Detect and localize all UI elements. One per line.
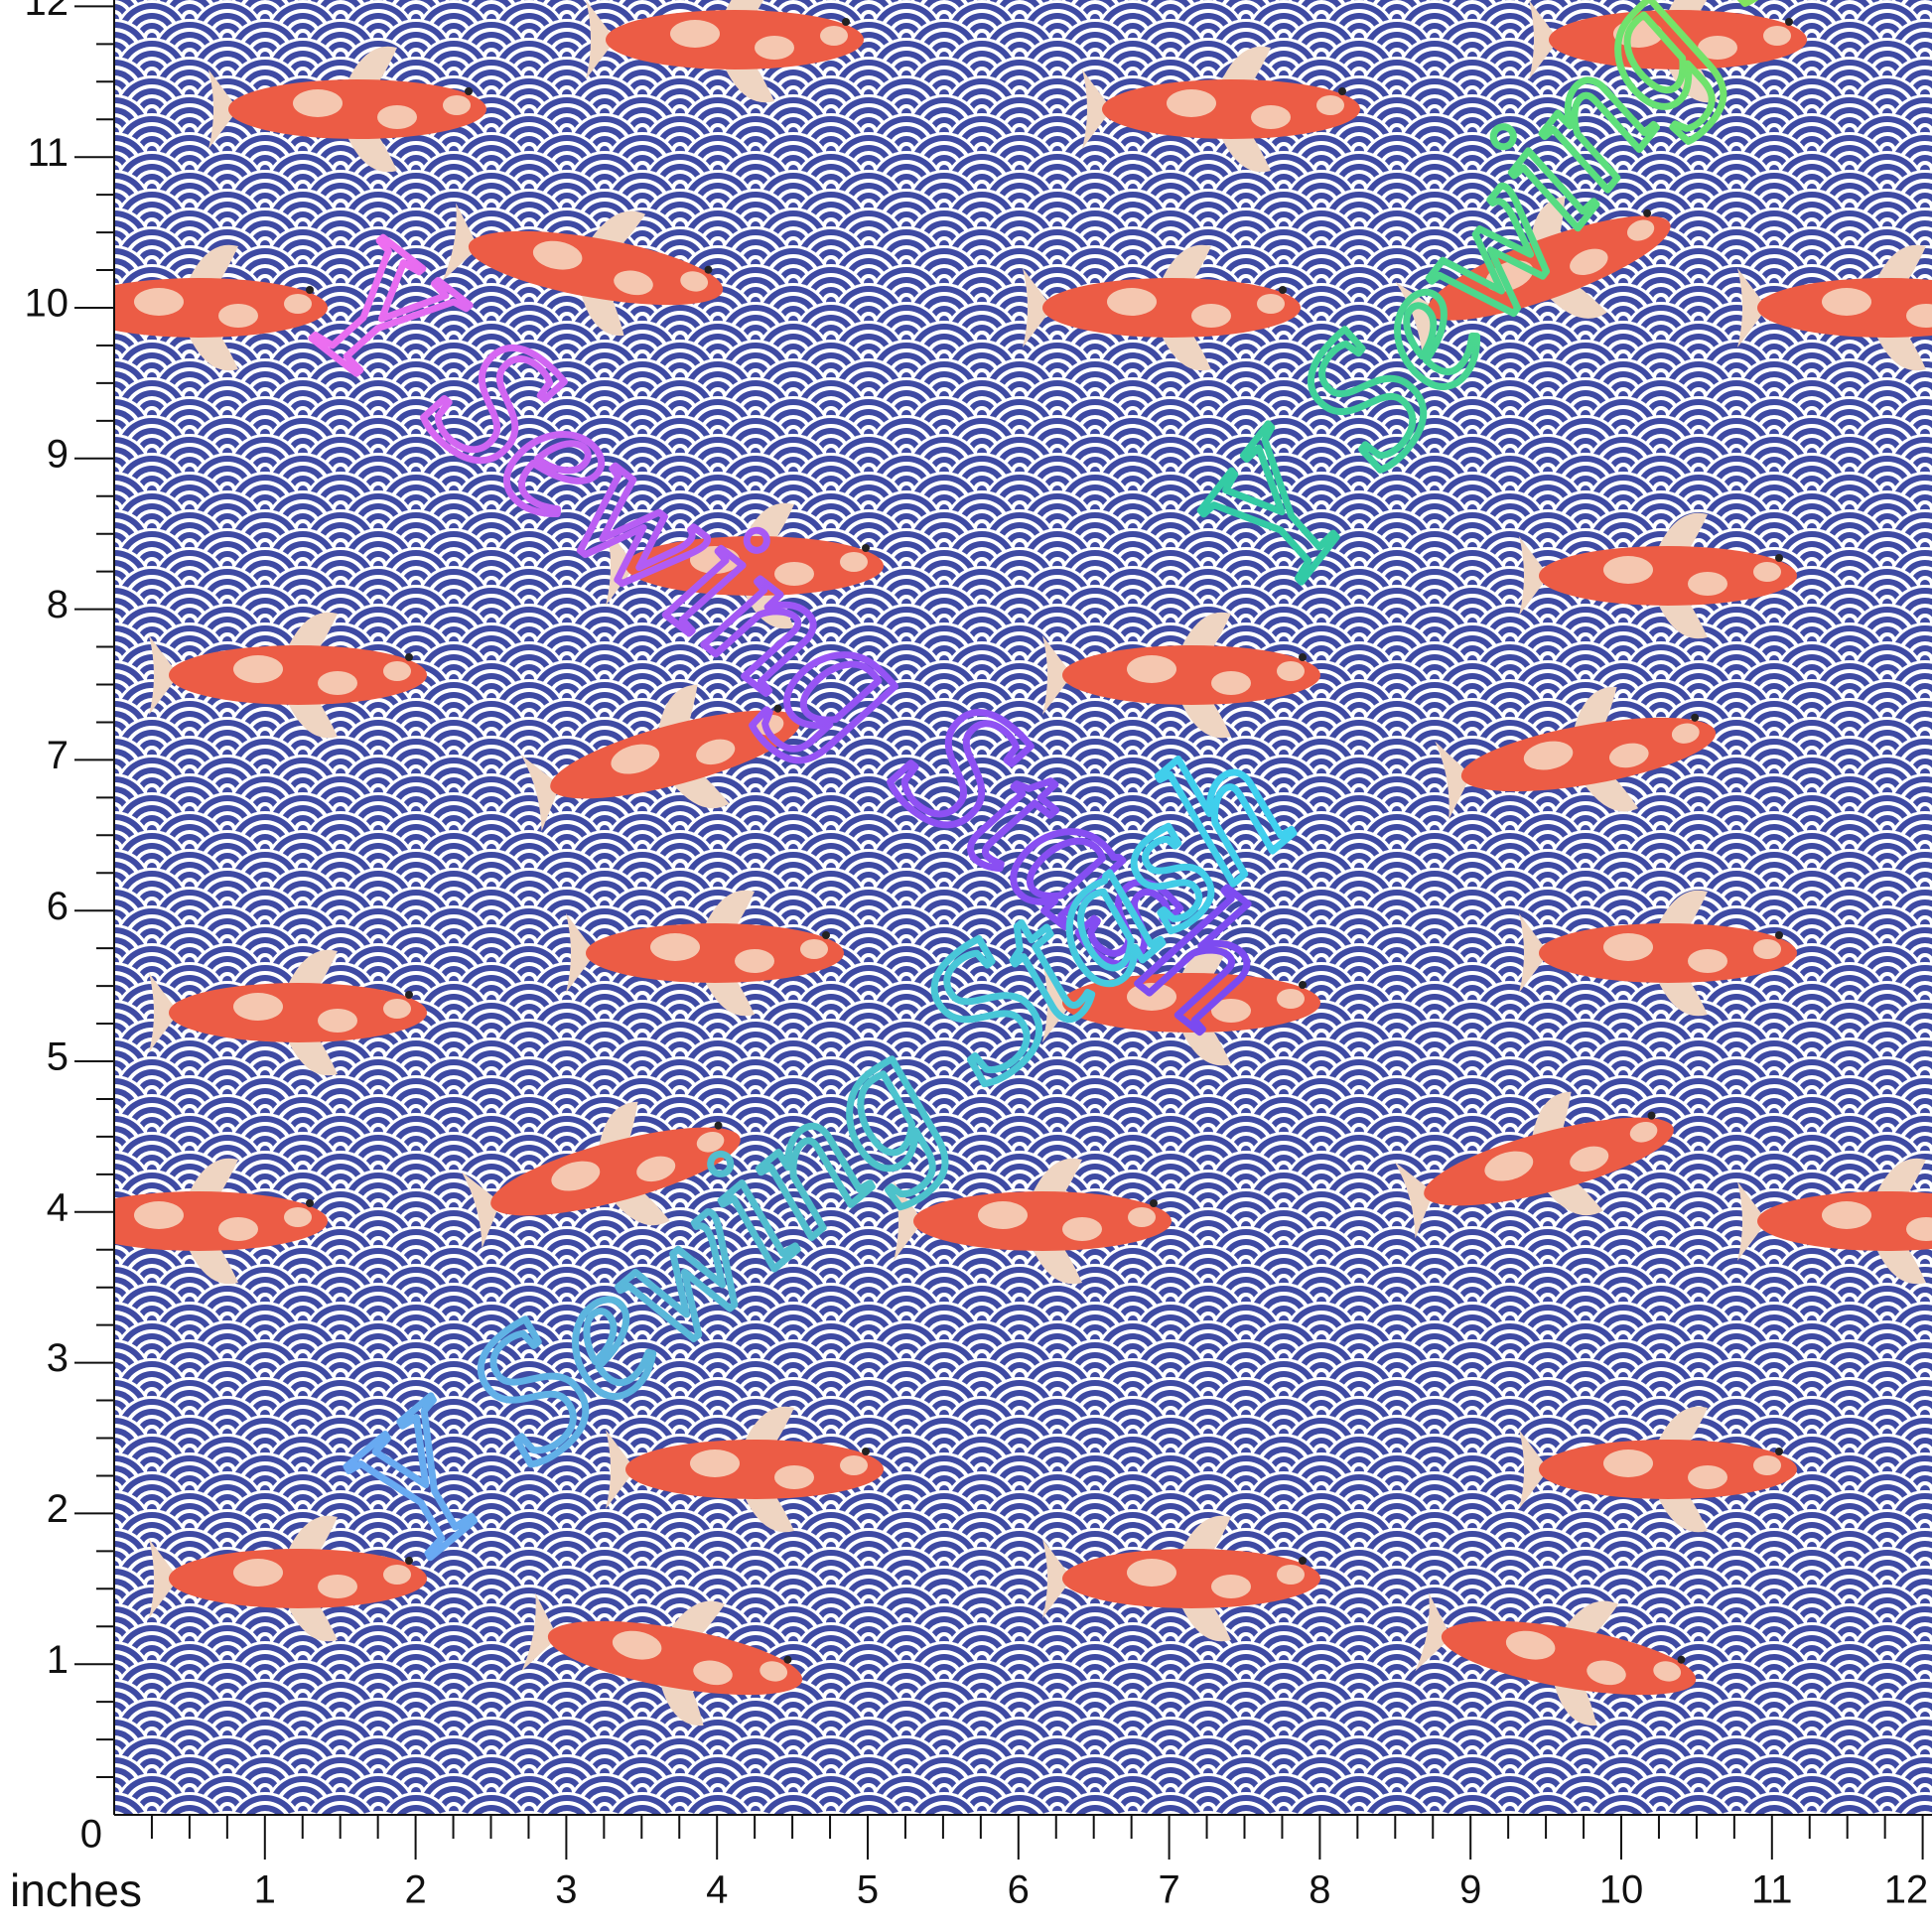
y-tick-label: 8 [47,583,69,626]
wave [303,1830,378,1905]
wave [1020,1811,1095,1815]
x-tick-label: 1 [254,1868,276,1912]
wave [1208,1830,1284,1905]
wave [39,1396,114,1471]
y-tick-label: 10 [25,282,69,326]
wave [39,943,114,1019]
x-tick-label: 12 [1884,1868,1929,1912]
wave [39,1735,114,1811]
wave [1171,1811,1246,1815]
x-tick-label: 11 [1751,1868,1793,1912]
x-tick-label: 3 [555,1868,577,1912]
wave [906,1792,982,1815]
wave [39,38,114,113]
wave [454,1830,529,1905]
y-tick-label: 0 [80,1813,102,1857]
wave [1208,1792,1284,1815]
unit-label: inches [10,1864,142,1916]
y-tick-label: 7 [47,734,69,777]
wave [1133,1792,1208,1815]
wave [39,1245,114,1320]
x-tick-label: 8 [1309,1868,1330,1912]
wave [152,1830,227,1905]
y-tick-label: 4 [47,1185,69,1229]
wave [39,792,114,868]
x-tick-label: 6 [1008,1868,1030,1912]
wave [1661,1830,1736,1905]
wave [1057,1792,1133,1815]
wave [1661,1792,1736,1815]
y-tick-label: 3 [47,1336,69,1380]
y-tick-label: 11 [27,131,69,175]
wave [1510,1830,1586,1905]
wave [39,641,114,717]
x-tick-label: 10 [1599,1868,1644,1912]
wave [1284,1792,1359,1815]
y-tick-label: 12 [25,0,69,24]
wave [605,1830,680,1905]
x-tick-label: 2 [404,1868,426,1912]
x-tick-label: 5 [857,1868,879,1912]
x-tick-label: 7 [1158,1868,1179,1912]
wave [906,1830,982,1905]
wave [39,1547,114,1622]
wave [39,1773,114,1849]
y-tick-label: 5 [47,1035,69,1079]
wave [39,1698,114,1773]
wave [1472,1811,1548,1815]
wave [982,1792,1057,1815]
wave [1321,1811,1397,1815]
wave [1586,1792,1661,1815]
wave [39,490,114,566]
wave [869,1811,944,1815]
y-tick-label: 2 [47,1487,69,1531]
wave [1736,1792,1812,1815]
wave [1359,1792,1435,1815]
x-tick-label: 4 [706,1868,728,1912]
y-tick-label: 1 [47,1638,69,1682]
wave [1812,1830,1887,1905]
y-tick-label: 6 [47,885,69,928]
x-tick-label: 9 [1459,1868,1481,1912]
wave [756,1830,831,1905]
wave [39,1094,114,1170]
wave [1359,1830,1435,1905]
y-tick-label: 9 [47,432,69,476]
wave [39,340,114,415]
wave [1435,1792,1510,1815]
wave [1057,1830,1133,1905]
wave [1510,1792,1586,1815]
wave [39,189,114,264]
wave [1812,1792,1887,1815]
